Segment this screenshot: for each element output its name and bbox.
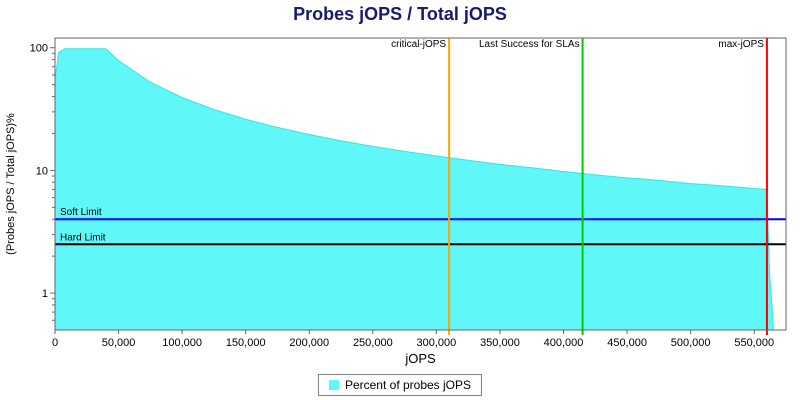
x-tick-label: 400,000 bbox=[544, 337, 584, 349]
y-tick-label: 1 bbox=[42, 288, 48, 300]
x-tick-label: 350,000 bbox=[480, 337, 520, 349]
x-tick-label: 450,000 bbox=[607, 337, 647, 349]
x-tick-label: 300,000 bbox=[417, 337, 457, 349]
y-tick-label: 100 bbox=[30, 43, 48, 55]
x-tick-label: 50,000 bbox=[102, 337, 136, 349]
legend: Percent of probes jOPS bbox=[317, 374, 483, 396]
chart-title: Probes jOPS / Total jOPS bbox=[293, 4, 507, 24]
marker-label: max-jOPS bbox=[718, 39, 764, 50]
x-tick-label: 0 bbox=[52, 337, 58, 349]
area-series bbox=[54, 48, 774, 331]
legend-label: Percent of probes jOPS bbox=[344, 378, 472, 392]
x-tick-label: 150,000 bbox=[226, 337, 266, 349]
chart-canvas: Soft Limit Hard Limit critical-jOPS Last Su… bbox=[5, 37, 787, 366]
x-tick-label: 250,000 bbox=[353, 337, 393, 349]
marker-label: Last Success for SLAs bbox=[479, 39, 580, 50]
y-axis-label: (Probes jOPS / Total jOPS)% bbox=[5, 113, 17, 255]
x-tick-label: 550,000 bbox=[734, 337, 774, 349]
legend-swatch-icon bbox=[328, 380, 339, 390]
plot-border bbox=[54, 37, 787, 331]
x-tick-label: 500,000 bbox=[671, 337, 711, 349]
y-tick-label: 10 bbox=[36, 165, 48, 177]
x-tick-label: 200,000 bbox=[289, 337, 329, 349]
marker-label: critical-jOPS bbox=[391, 39, 446, 50]
limit-label: Hard Limit bbox=[60, 232, 106, 243]
limit-label: Soft Limit bbox=[60, 207, 102, 218]
x-axis-label: jOPS bbox=[404, 351, 436, 366]
x-tick-label: 100,000 bbox=[162, 337, 202, 349]
